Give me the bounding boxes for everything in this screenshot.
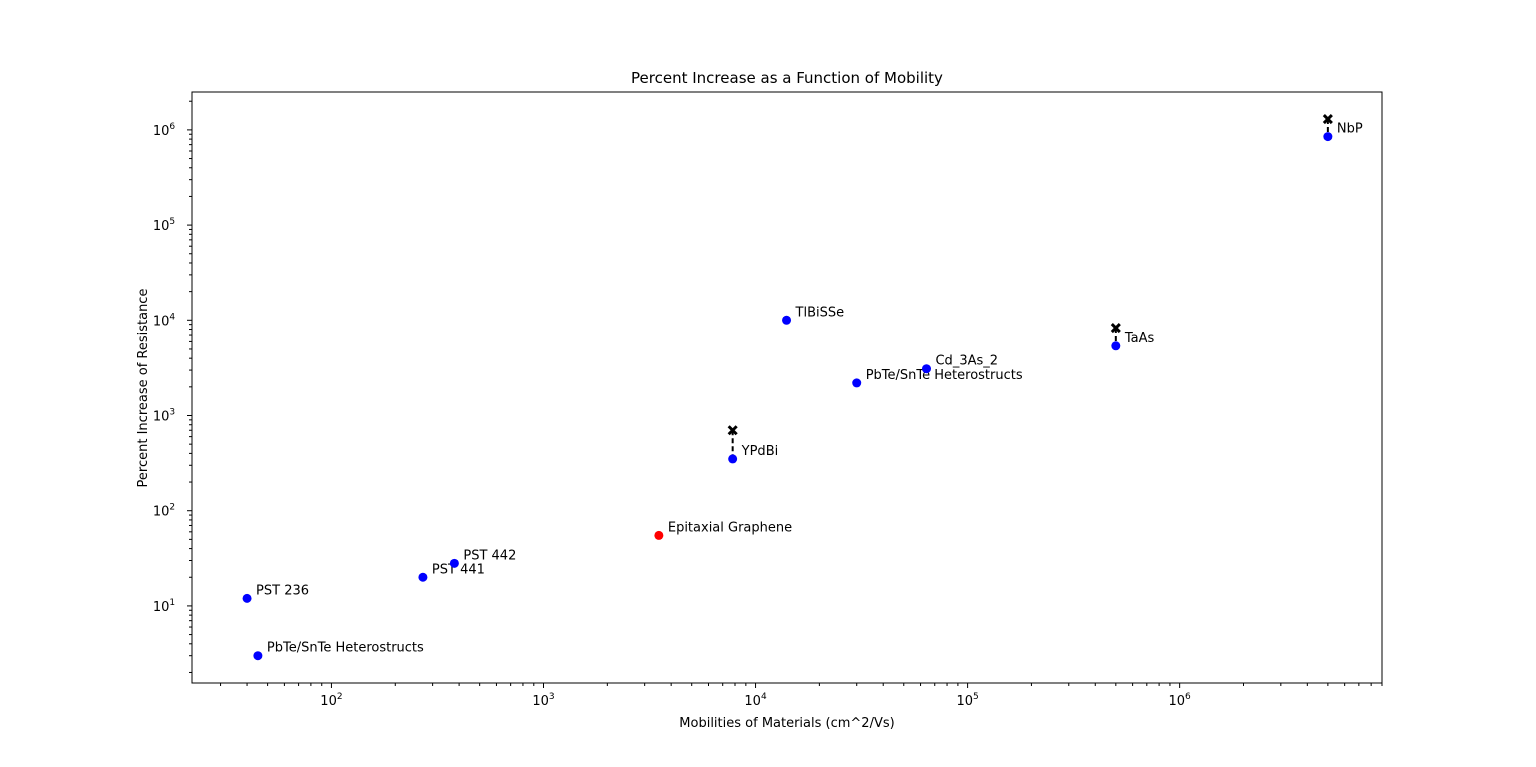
point-label: PbTe/SnTe Heterostructs — [267, 641, 424, 656]
y-tick-label: 104 — [153, 312, 176, 329]
data-point — [654, 530, 664, 540]
plot-area-frame — [191, 91, 1383, 684]
point-label: PST 441 — [432, 562, 485, 577]
data-point — [921, 364, 931, 374]
y-tick-label: 105 — [153, 217, 175, 234]
upper-bound-x-marker — [727, 425, 738, 436]
upper-bound-x-marker — [1322, 113, 1333, 125]
point-label: TaAs — [1124, 331, 1155, 346]
y-tick-label: 103 — [153, 408, 175, 425]
y-tick-label: 102 — [153, 503, 175, 520]
point-label: TlBiSSe — [795, 305, 845, 320]
data-point — [1323, 132, 1333, 142]
upper-bound-x-marker — [1110, 322, 1121, 334]
data-marks: PST 236 PbTe/SnTe Heterostructs PST 441PST… — [242, 113, 1363, 661]
data-point — [449, 558, 459, 568]
point-label: PST 236 — [256, 583, 309, 598]
point-label: PST 442 — [463, 548, 516, 563]
y-tick-label: 106 — [153, 122, 176, 139]
point-label: NbP — [1337, 122, 1363, 137]
data-point — [253, 651, 263, 661]
data-point — [1111, 341, 1121, 351]
data-point — [852, 378, 862, 388]
data-point — [782, 315, 792, 325]
x-axis-label: Mobilities of Materials (cm^2/Vs) — [679, 716, 894, 731]
point-label: PbTe/SnTe Heterostructs — [866, 368, 1023, 383]
x-tick-label: 105 — [956, 692, 978, 709]
data-point — [242, 593, 252, 603]
data-point — [418, 572, 428, 582]
y-tick-label: 101 — [153, 598, 175, 615]
point-label: Cd_3As_2 — [935, 354, 998, 369]
point-label: YPdBi — [741, 444, 779, 459]
x-tick-label: 102 — [320, 692, 342, 709]
x-tick-label: 103 — [532, 692, 554, 709]
y-axis-label: Percent Increase of Resistance — [136, 289, 151, 488]
x-tick-label: 106 — [1169, 692, 1192, 709]
chart-title: Percent Increase as a Function of Mobili… — [631, 69, 943, 87]
x-tick-label: 104 — [744, 692, 767, 709]
data-point — [728, 454, 738, 464]
point-label: Epitaxial Graphene — [668, 520, 792, 535]
axis-ticks: 102 103 104 105 106 101 102 103 104 105 106 — [153, 100, 1383, 709]
